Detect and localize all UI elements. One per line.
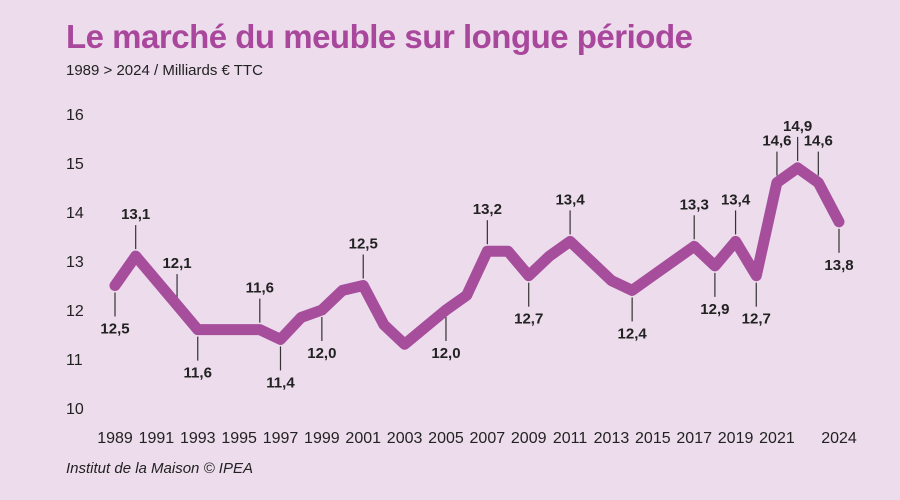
x-tick-label: 2019 <box>718 430 754 447</box>
x-tick-label: 2024 <box>821 430 857 447</box>
data-label: 11,6 <box>184 365 212 382</box>
series-line <box>109 162 845 350</box>
x-tick-label: 2013 <box>594 430 630 447</box>
chart-subtitle: 1989 > 2024 / Milliards € TTC <box>66 62 263 79</box>
x-tick-label: 1999 <box>304 430 340 447</box>
x-tick-label: 2009 <box>511 430 547 447</box>
data-label: 12,9 <box>700 301 729 318</box>
y-tick-label: 15 <box>66 156 84 173</box>
y-tick-label: 14 <box>66 205 84 222</box>
data-label: 14,6 <box>762 133 791 150</box>
data-label: 12,4 <box>618 325 648 342</box>
data-label: 13,4 <box>721 191 751 208</box>
data-label: 12,0 <box>431 345 460 362</box>
x-tick-label: 1995 <box>221 430 257 447</box>
x-tick-label: 1993 <box>180 430 216 447</box>
x-tick-label: 1989 <box>97 430 133 447</box>
data-label: 12,7 <box>742 311 771 328</box>
data-label: 12,5 <box>349 236 378 253</box>
x-axis: 1989 1991 1993 1995 1997 1999 2001 2003 2005 2007… <box>97 430 857 447</box>
x-tick-label: 2007 <box>470 430 506 447</box>
data-label: 13,1 <box>121 206 150 223</box>
x-tick-label: 2021 <box>759 430 795 447</box>
data-label: 13,8 <box>824 257 853 274</box>
chart-title: Le marché du meuble sur longue période <box>66 18 693 55</box>
data-label: 12,1 <box>162 255 191 272</box>
x-tick-label: 2015 <box>635 430 671 447</box>
x-tick-label: 2011 <box>553 430 588 447</box>
data-label: 14,6 <box>804 133 833 150</box>
data-label: 11,6 <box>246 280 274 297</box>
data-label: 14,9 <box>783 118 812 135</box>
x-tick-label: 2003 <box>387 430 423 447</box>
data-label: 12,7 <box>514 311 543 328</box>
data-label: 13,4 <box>555 191 585 208</box>
data-label: 13,2 <box>473 201 502 218</box>
y-axis: 10 11 12 13 14 15 16 <box>66 107 84 418</box>
x-tick-label: 2017 <box>676 430 712 447</box>
data-labels: 12,5 13,1 12,1 11,6 11,6 11,4 12,0 12,5 12,0 13,2… <box>100 118 853 392</box>
y-tick-label: 10 <box>66 401 84 418</box>
source-note: Institut de la Maison © IPEA <box>66 460 253 477</box>
x-tick-label: 2001 <box>345 430 381 447</box>
y-tick-label: 16 <box>66 107 84 124</box>
data-label: 12,5 <box>100 321 129 338</box>
series-line-group <box>109 162 845 350</box>
data-label: 12,0 <box>307 345 336 362</box>
y-tick-label: 11 <box>66 352 83 369</box>
x-tick-label: 1991 <box>139 430 175 447</box>
data-label: 13,3 <box>680 196 709 213</box>
x-tick-label: 2005 <box>428 430 464 447</box>
annotation-leaders <box>114 136 840 371</box>
y-tick-label: 13 <box>66 254 84 271</box>
data-label: 11,4 <box>266 374 295 391</box>
x-tick-label: 1997 <box>263 430 299 447</box>
y-tick-label: 12 <box>66 303 84 320</box>
